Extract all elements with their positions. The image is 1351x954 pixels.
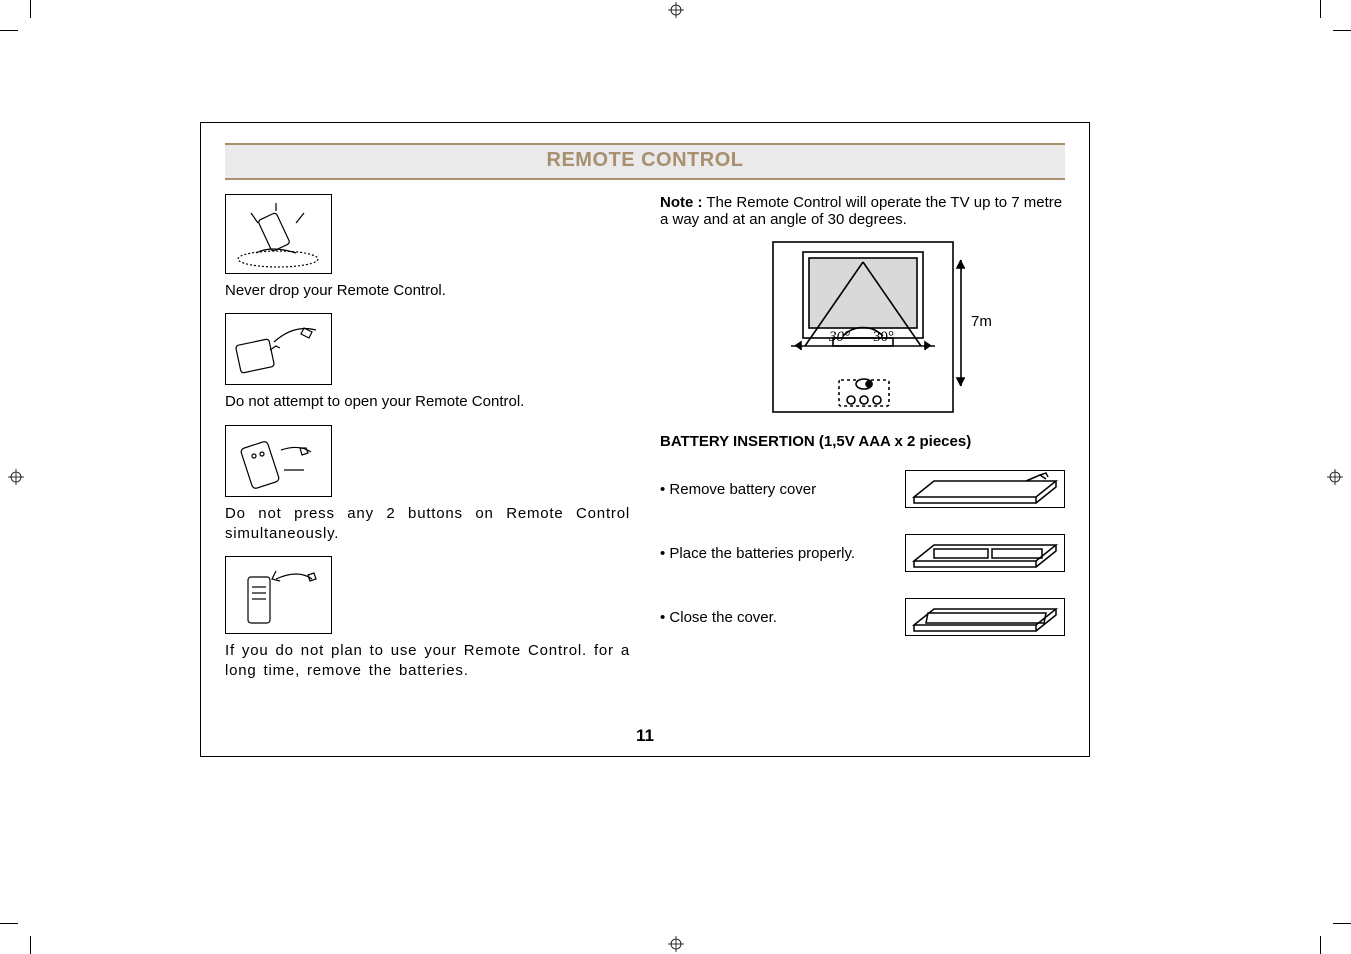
caption-drop: Never drop your Remote Control.	[225, 281, 630, 301]
section-title-bar: REMOTE CONTROL	[225, 143, 1065, 180]
caption-two-buttons: Do not press any 2 buttons on Remote Con…	[225, 504, 630, 545]
angle-right-label: 30°	[873, 329, 894, 345]
caption-remove-batteries: If you do not plan to use your Remote Co…	[225, 641, 630, 682]
registration-mark	[668, 2, 684, 18]
registration-mark	[668, 936, 684, 952]
right-column: Note : The Remote Control will operate t…	[660, 194, 1065, 694]
registration-mark	[8, 469, 24, 485]
page-number: 11	[636, 726, 654, 746]
battery-step-2: • Place the batteries properly.	[660, 545, 855, 562]
note-body: The Remote Control will operate the TV u…	[660, 194, 1062, 228]
section-title: REMOTE CONTROL	[225, 149, 1065, 172]
angle-left-label: 30°	[828, 329, 850, 345]
illustration-drop	[225, 194, 332, 274]
battery-illus-place-batteries	[905, 534, 1065, 572]
battery-step-3: • Close the cover.	[660, 609, 777, 626]
illustration-two-buttons	[225, 425, 332, 497]
page-frame: REMOTE CONTROL	[200, 122, 1090, 757]
note-label: Note :	[660, 194, 703, 211]
battery-illus-close-cover	[905, 598, 1065, 636]
illustration-open	[225, 313, 332, 385]
battery-section-title: BATTERY INSERTION (1,5V AAA x 2 pieces)	[660, 433, 1065, 450]
note-text: Note : The Remote Control will operate t…	[660, 194, 1065, 228]
distance-label: 7m	[971, 313, 992, 330]
caption-open: Do not attempt to open your Remote Contr…	[225, 392, 630, 412]
registration-mark	[1327, 469, 1343, 485]
tv-range-diagram: 30° 30° 7m	[660, 236, 1065, 423]
left-column: Never drop your Remote Control. Do not a…	[225, 194, 630, 694]
illustration-remove-batteries	[225, 556, 332, 634]
battery-step-1: • Remove battery cover	[660, 481, 816, 498]
battery-illus-remove-cover	[905, 470, 1065, 508]
